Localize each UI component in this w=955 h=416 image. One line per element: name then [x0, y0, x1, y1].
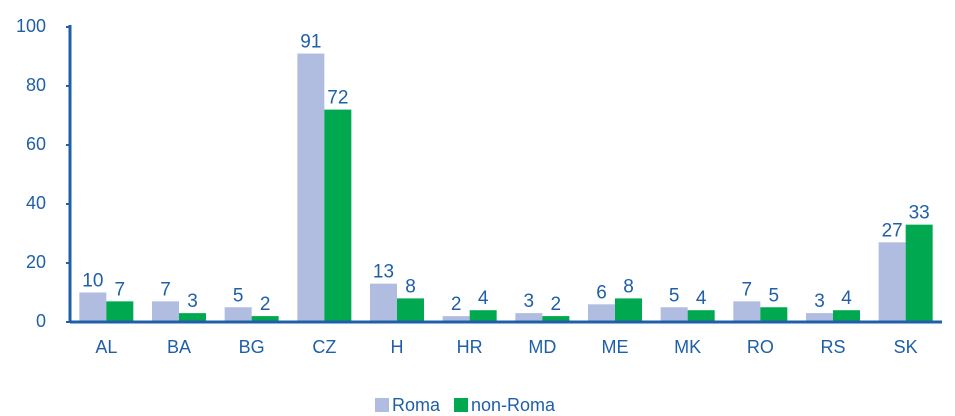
data-label: 72	[327, 88, 348, 109]
x-tick-label: RS	[820, 337, 845, 357]
legend-label: non-Roma	[471, 395, 556, 415]
bar	[733, 301, 761, 322]
legend-label: Roma	[392, 395, 441, 415]
legend-swatch	[454, 398, 469, 412]
bar	[878, 242, 906, 322]
bar	[251, 316, 279, 322]
y-tick-label: 0	[36, 311, 46, 331]
data-label: 91	[300, 32, 321, 53]
data-label: 2	[551, 294, 562, 315]
x-tick-label: SK	[894, 337, 918, 357]
bar	[442, 316, 470, 322]
x-tick-label: MD	[528, 337, 556, 357]
bar	[370, 283, 397, 322]
data-label: 27	[882, 220, 903, 241]
data-label: 13	[373, 262, 394, 283]
x-tick-label: BG	[239, 337, 265, 357]
x-tick-label: MK	[674, 337, 701, 357]
y-tick-label: 100	[16, 16, 46, 36]
legend-swatch	[375, 398, 389, 412]
bar	[324, 109, 352, 322]
bar	[660, 307, 688, 322]
bar	[79, 292, 107, 322]
data-label: 4	[696, 288, 707, 309]
data-label: 3	[187, 291, 198, 312]
data-label: 8	[623, 276, 634, 297]
data-label: 5	[669, 285, 680, 306]
bar	[152, 301, 179, 322]
y-tick-label: 80	[26, 75, 46, 95]
x-tick-label: CZ	[312, 337, 336, 357]
data-label: 4	[478, 288, 489, 309]
bar	[760, 307, 788, 322]
data-label: 2	[260, 294, 271, 315]
data-label: 7	[160, 279, 171, 300]
data-label: 4	[841, 288, 852, 309]
x-tick-label: ME	[602, 337, 629, 357]
data-label: 2	[451, 294, 462, 315]
bar	[515, 313, 543, 322]
data-label: 33	[909, 203, 930, 224]
bar	[833, 310, 860, 322]
bar	[179, 313, 206, 322]
bar	[806, 313, 833, 322]
data-label: 10	[82, 271, 103, 292]
bar	[106, 301, 134, 322]
x-tick-label: BA	[167, 337, 191, 357]
bar	[397, 298, 424, 322]
bar	[615, 298, 642, 322]
bar	[469, 310, 497, 322]
bar	[905, 224, 933, 322]
x-tick-label: HR	[457, 337, 483, 357]
data-label: 5	[769, 285, 780, 306]
bar	[687, 310, 715, 322]
data-label: 7	[115, 279, 126, 300]
y-tick-label: 40	[26, 193, 46, 213]
data-label: 5	[233, 285, 244, 306]
bar	[542, 316, 570, 322]
y-tick-label: 60	[26, 134, 46, 154]
x-tick-label: H	[391, 337, 404, 357]
bar	[297, 53, 325, 323]
x-tick-label: AL	[95, 337, 117, 357]
x-tick-label: RO	[747, 337, 774, 357]
y-tick-label: 20	[26, 252, 46, 272]
data-label: 3	[814, 291, 825, 312]
data-label: 7	[742, 279, 753, 300]
bar	[588, 304, 615, 322]
data-label: 6	[596, 282, 607, 303]
data-label: 3	[524, 291, 535, 312]
data-label: 8	[405, 276, 416, 297]
bar	[224, 307, 252, 322]
